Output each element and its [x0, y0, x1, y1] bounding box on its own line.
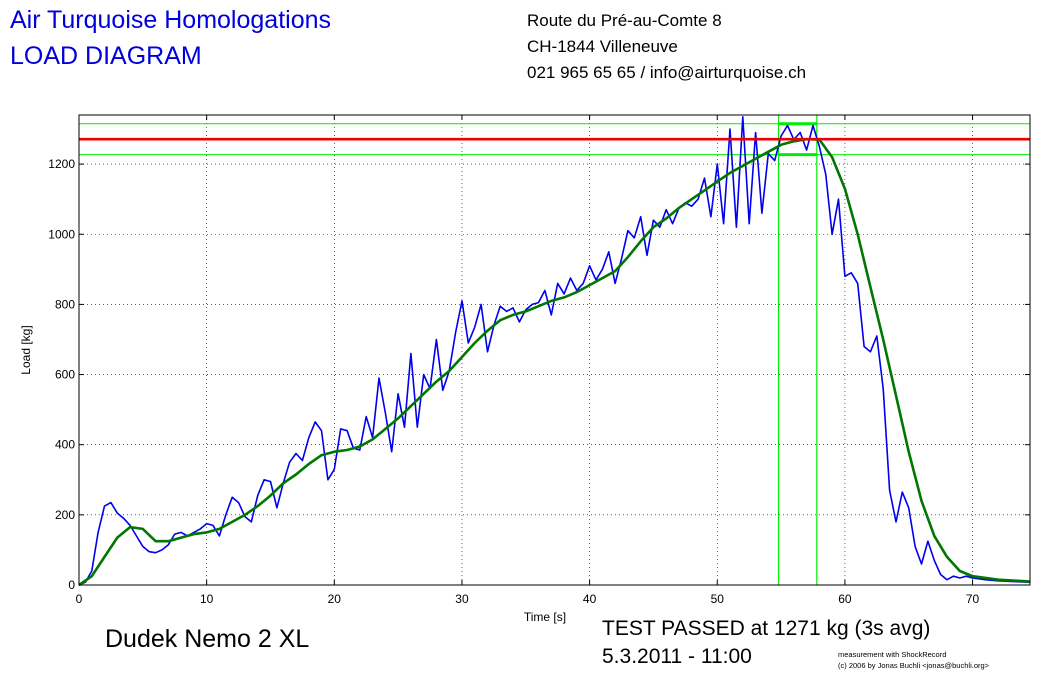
x-axis-ticks: 0 10 20 30 40 50 60 70 [76, 115, 980, 606]
test-result: TEST PASSED at 1271 kg (3s avg) [602, 617, 931, 640]
y-tick-label: 400 [55, 438, 75, 452]
x-tick-label: 60 [838, 592, 852, 606]
y-tick-label: 800 [55, 297, 75, 311]
credit-line-1: measurement with ShockRecord [838, 650, 947, 659]
x-tick-label: 50 [711, 592, 725, 606]
y-tick-label: 600 [55, 368, 75, 382]
address-street: Route du Pré-au-Comte 8 [527, 11, 722, 30]
y-tick-label: 1200 [48, 157, 75, 171]
average-load-line [78, 137, 1031, 587]
credit-line-2: (c) 2006 by Jonas Buchli <jonas@buchli.o… [838, 661, 990, 670]
document-title: LOAD DIAGRAM [10, 42, 202, 70]
x-tick-label: 30 [455, 592, 469, 606]
averaging-window [777, 115, 818, 585]
x-tick-label: 10 [200, 592, 214, 606]
x-axis-label: Time [s] [524, 610, 566, 624]
company-name: Air Turquoise Homologations [10, 6, 331, 34]
x-tick-label: 40 [583, 592, 597, 606]
y-tick-label: 1000 [48, 227, 75, 241]
raw-load-line [78, 116, 1031, 586]
y-axis-ticks: 0 200 400 600 800 1000 1200 [48, 157, 1030, 592]
x-tick-label: 20 [328, 592, 342, 606]
x-tick-label: 70 [966, 592, 980, 606]
paraglider-model: Dudek Nemo 2 XL [105, 625, 310, 653]
address-city: CH-1844 Villeneuve [527, 37, 678, 56]
chart-grid [79, 115, 1030, 585]
threshold-band [79, 123, 1030, 156]
x-tick-label: 0 [76, 592, 83, 606]
test-datetime: 5.3.2011 - 11:00 [602, 645, 752, 668]
y-tick-label: 200 [55, 508, 75, 522]
data-lines [78, 116, 1031, 587]
address-contact: 021 965 65 65 / info@airturquoise.ch [527, 63, 807, 82]
plot-frame [78, 114, 1031, 586]
y-tick-label: 0 [68, 578, 75, 592]
y-axis-label: Load [kg] [19, 325, 33, 374]
